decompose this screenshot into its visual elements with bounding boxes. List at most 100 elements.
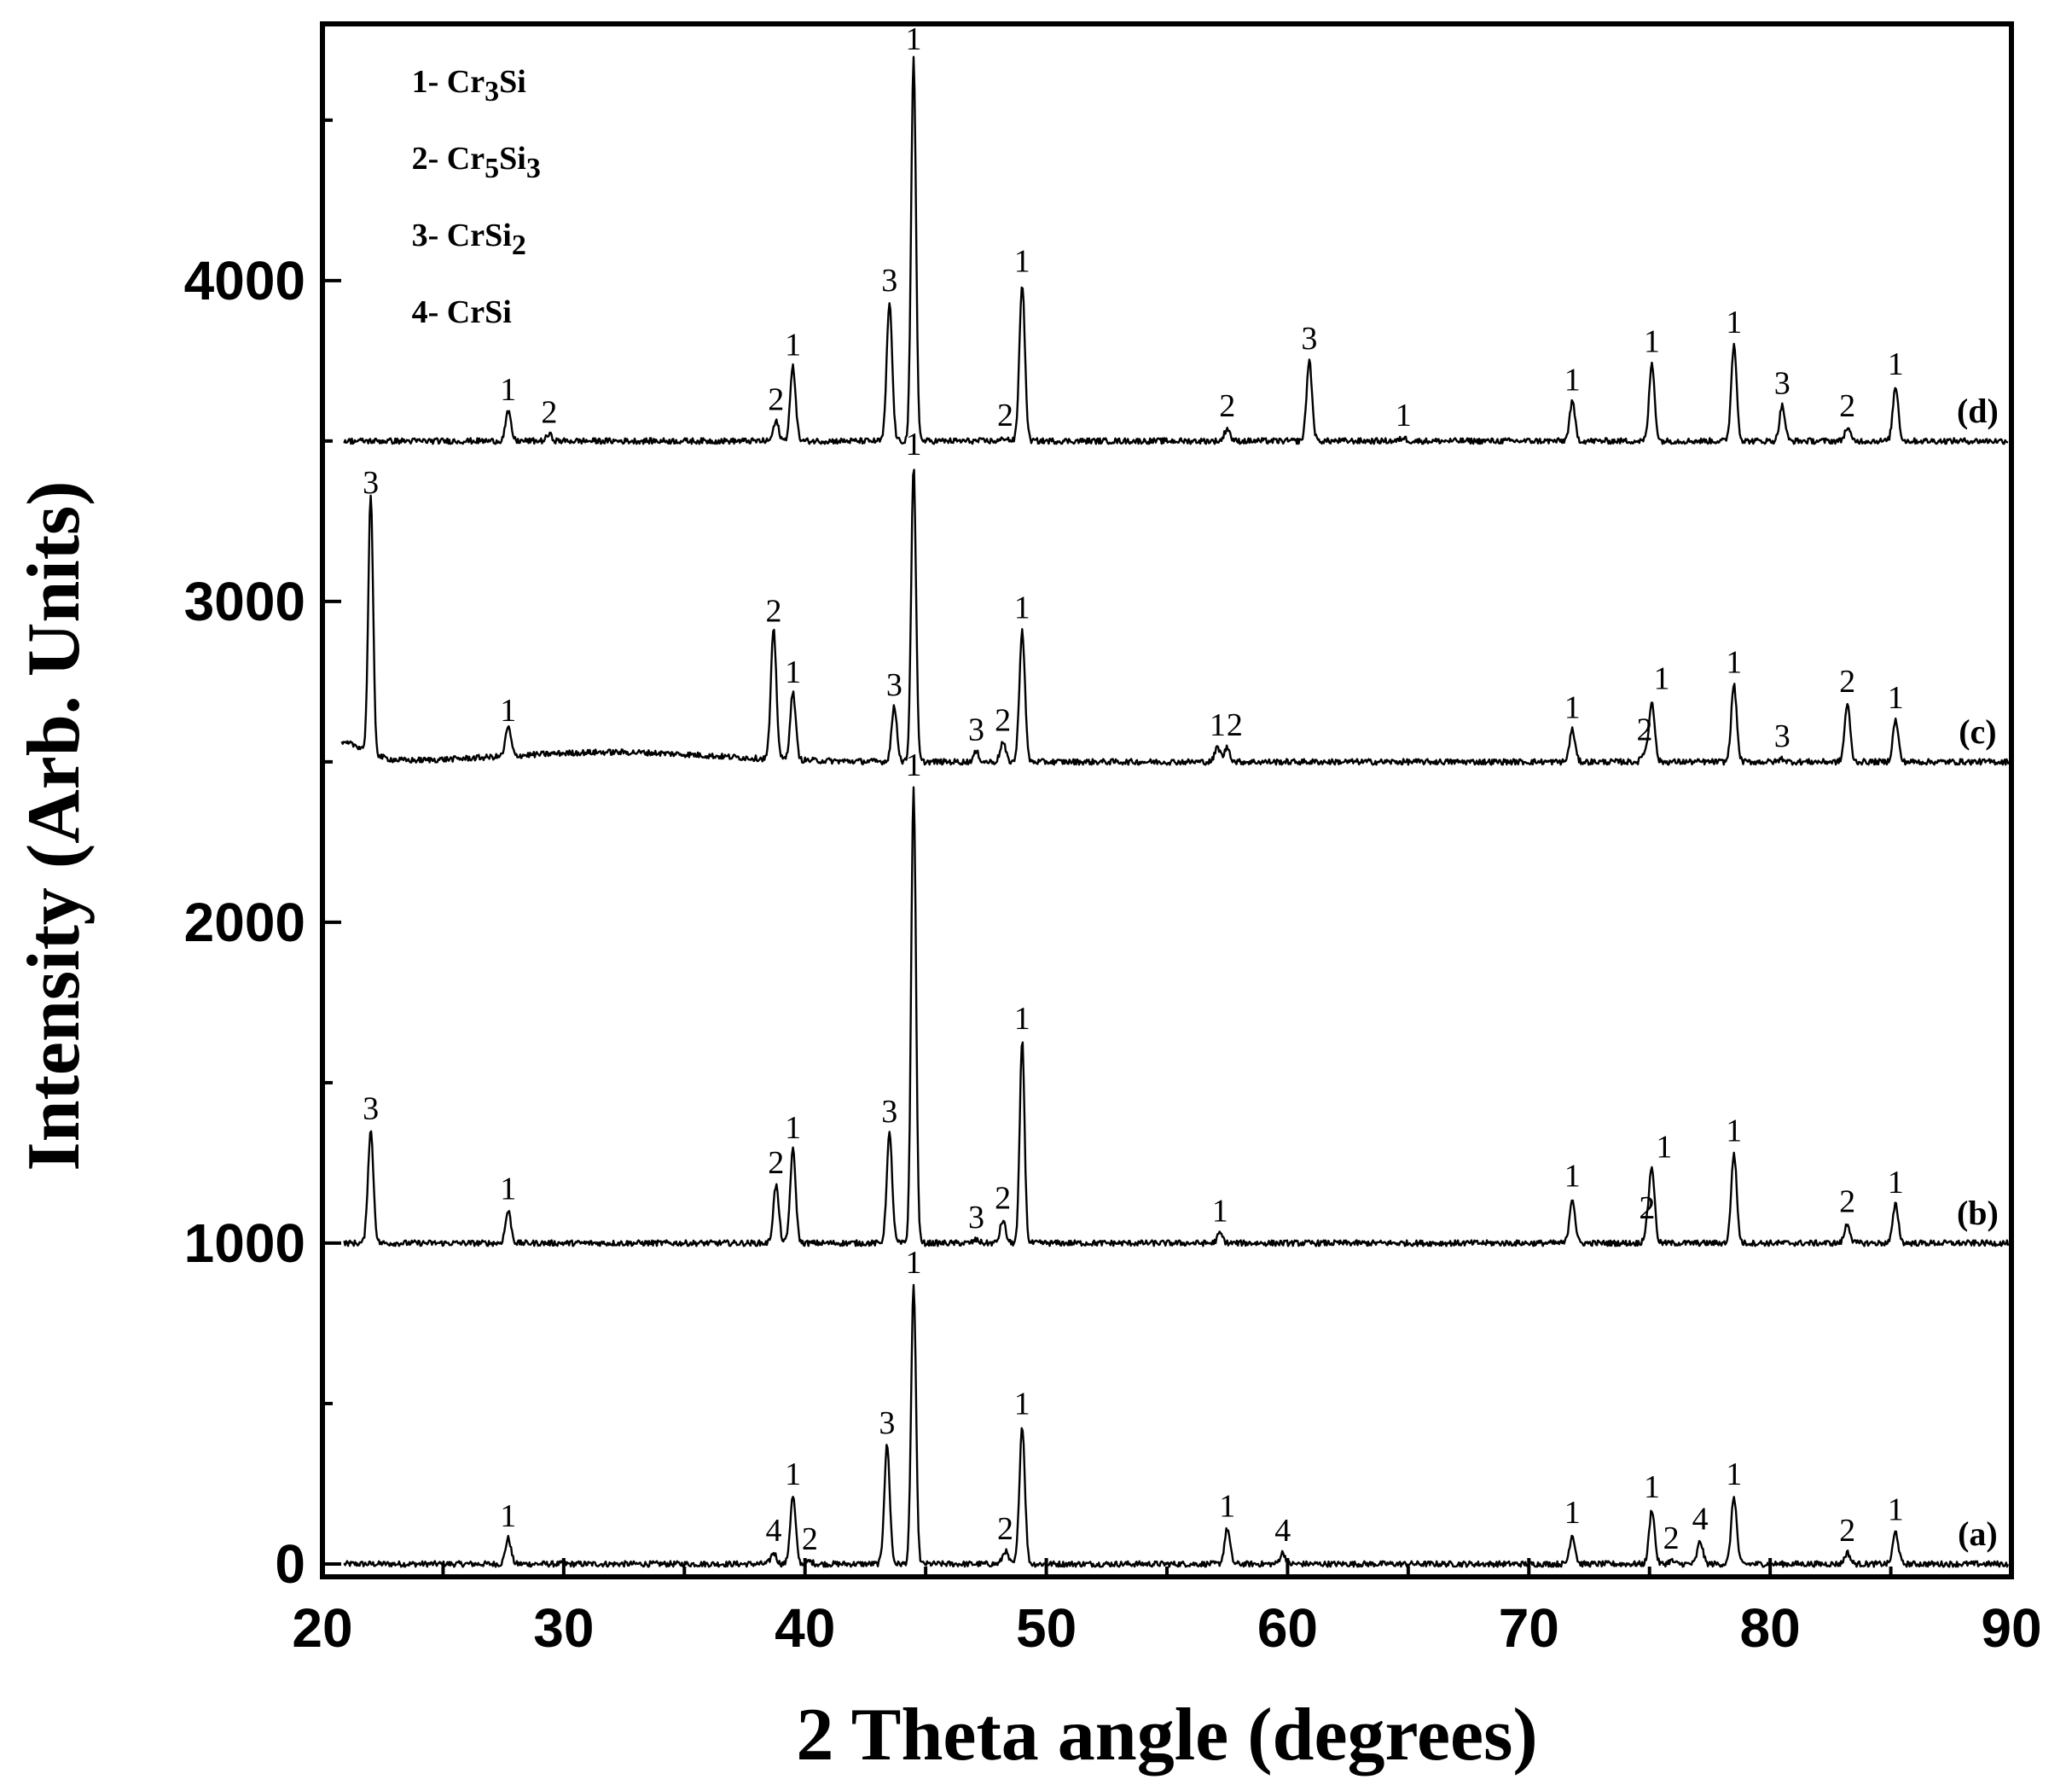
peak-label: 2: [1839, 1183, 1855, 1219]
peak-label: 2: [1839, 1513, 1855, 1549]
legend: 1- Cr3Si 2- Cr5Si3 3- CrSi2 4- CrSi: [412, 64, 541, 330]
peak-label: 1: [1888, 346, 1904, 382]
peak-label: 2: [1637, 712, 1653, 748]
peak-label: 3: [1774, 365, 1791, 401]
peak-label: 2: [1227, 707, 1243, 743]
y-axis-ticks: 0 1000 2000 3000 4000: [184, 118, 341, 1595]
peak-label: 3: [1301, 321, 1317, 357]
legend-entry: 2- Cr5Si3: [412, 141, 541, 184]
peak-label: 1: [1396, 398, 1412, 433]
peak-label: 2: [995, 1181, 1011, 1217]
peak-label: 2: [541, 394, 557, 430]
peak-label: 1: [785, 654, 801, 690]
series-label: (d): [1957, 392, 1999, 430]
peak-label: 1: [1564, 1158, 1581, 1194]
peak-label: 1: [1644, 1469, 1660, 1505]
peak-label: 1: [500, 372, 516, 408]
y-tick-label: 2000: [184, 892, 305, 953]
peak-label: 1: [1656, 1129, 1672, 1165]
plot-frame: [320, 21, 2014, 1579]
peak-label: 1: [1564, 1495, 1581, 1531]
x-tick-label: 40: [775, 1597, 835, 1659]
peak-label: 2: [1639, 1190, 1655, 1226]
peak-label: 1: [1564, 689, 1581, 725]
peak-label: 1: [500, 693, 516, 729]
x-tick-label: 70: [1499, 1597, 1559, 1659]
peak-label: 2: [1839, 664, 1855, 700]
peak-label: 1: [1212, 1194, 1228, 1230]
y-tick-label: 1000: [184, 1212, 305, 1274]
peak-label: 1: [1219, 1489, 1235, 1525]
peak-label: 3: [968, 1200, 984, 1236]
peak-label: 1: [906, 427, 922, 462]
peak-label: 1: [906, 1245, 922, 1281]
peak-label: 1: [1888, 1165, 1904, 1201]
y-tick-label: 0: [275, 1533, 305, 1595]
series-label: (b): [1957, 1194, 1999, 1232]
peak-label: 1: [1888, 1491, 1904, 1527]
peak-label: 1: [1726, 645, 1742, 681]
peak-label: 1: [906, 747, 922, 783]
peak-label: 4: [1274, 1513, 1291, 1549]
series-line-d: [343, 55, 2009, 445]
x-tick-label: 90: [1981, 1597, 2041, 1659]
peak-label: 1: [1014, 590, 1030, 626]
peak-label: 3: [879, 1405, 895, 1441]
peak-label: 1: [785, 1456, 801, 1492]
peak-label: 4: [765, 1513, 781, 1549]
peak-label: 1: [1644, 324, 1660, 360]
x-axis-title: 2 Theta angle (degrees): [796, 1694, 1537, 1776]
peak-label: 2: [997, 398, 1013, 433]
peak-label: 2: [1839, 388, 1855, 424]
peak-label: 3: [363, 465, 379, 501]
x-tick-label: 80: [1740, 1597, 1801, 1659]
x-tick-label: 60: [1257, 1597, 1318, 1659]
peak-label: 1: [500, 1171, 516, 1206]
peak-label: 1: [1014, 1001, 1030, 1037]
series-line-c: [340, 468, 2010, 766]
curve-labels-group: (a) (b) (c) (d): [1957, 392, 1999, 1553]
y-axis-title: Intensity (Arb. Units): [13, 480, 96, 1171]
peak-label: 3: [1774, 718, 1791, 754]
peak-label: 3: [881, 263, 897, 299]
peak-label: 3: [363, 1090, 379, 1126]
peak-label: 1: [1654, 660, 1670, 696]
peak-label: 1: [1564, 363, 1581, 398]
y-tick-label: 3000: [184, 571, 305, 632]
peak-label: 2: [995, 702, 1011, 738]
peak-label: 1: [785, 327, 801, 363]
peak-label: 1: [1726, 1456, 1742, 1492]
peak-label: 2: [997, 1511, 1013, 1547]
y-tick-label: 4000: [184, 250, 305, 311]
peak-label: 1: [1014, 1386, 1030, 1422]
legend-entry: 3- CrSi2: [412, 218, 526, 261]
traces-group: [340, 55, 2010, 1568]
peak-label: 2: [802, 1521, 818, 1557]
series-label: (a): [1958, 1515, 1998, 1553]
x-tick-label: 20: [292, 1597, 352, 1659]
series-line-b: [343, 786, 2010, 1247]
peak-label: 2: [1219, 388, 1235, 424]
peak-label: 1: [785, 1110, 801, 1146]
legend-entry: 4- CrSi: [412, 294, 512, 330]
peak-label: 4: [1692, 1502, 1709, 1538]
peak-label: 1: [1726, 305, 1742, 340]
peak-label: 1: [1726, 1113, 1742, 1149]
series-line-a: [343, 1283, 2010, 1568]
x-tick-label: 50: [1016, 1597, 1077, 1659]
peak-label: 2: [1663, 1520, 1680, 1556]
peak-label: 2: [768, 381, 784, 417]
x-tick-label: 30: [533, 1597, 594, 1659]
peak-label: 1: [1014, 244, 1030, 280]
peak-label: 3: [968, 712, 984, 748]
peak-label: 3: [881, 1094, 897, 1130]
x-axis-ticks: 20 30 40 50 60 70 80 90: [292, 1558, 2042, 1659]
peak-label: 3: [886, 667, 903, 703]
peak-label: 1: [1210, 707, 1226, 743]
peak-label: 1: [1888, 680, 1904, 716]
peak-label: 2: [768, 1145, 784, 1181]
peak-label: 1: [906, 21, 922, 57]
series-label: (c): [1959, 712, 1996, 751]
